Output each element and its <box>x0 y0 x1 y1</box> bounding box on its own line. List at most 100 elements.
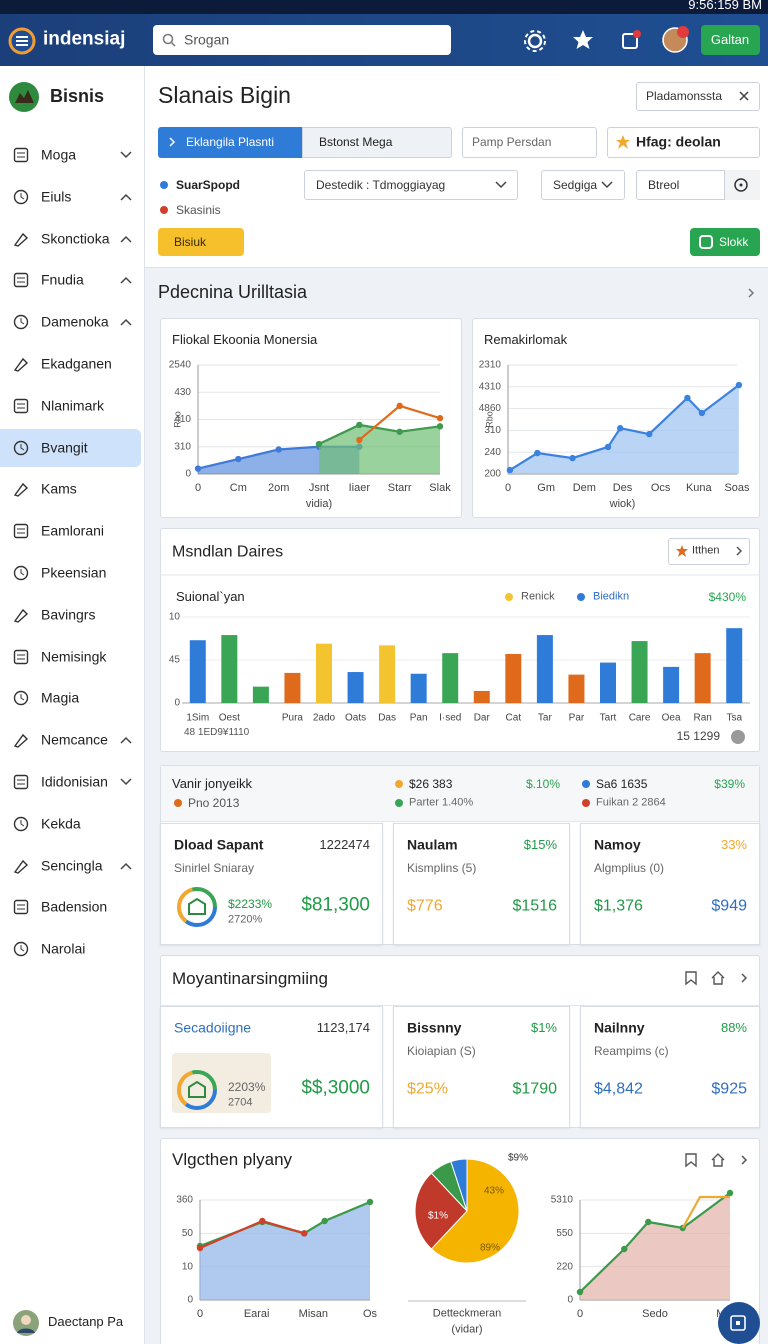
tab[interactable]: Bstonst Mega <box>319 134 393 149</box>
card-amount: $1790 <box>512 1080 558 1098</box>
sidebar <box>0 66 145 1344</box>
menu-item[interactable]: Nlanimark <box>41 397 105 414</box>
chevron <box>120 277 132 284</box>
menu-item[interactable]: Magia <box>41 689 80 706</box>
legend-dot <box>395 780 403 788</box>
menu-item[interactable]: Kams <box>41 480 77 497</box>
icon-part <box>120 778 132 786</box>
bar <box>694 653 711 703</box>
warn-button-label[interactable]: Bisiuk <box>174 234 207 249</box>
warn-button[interactable] <box>158 228 244 256</box>
icon-part <box>13 774 29 790</box>
brand-avatar <box>9 82 39 112</box>
ok-button-label[interactable]: Slokk <box>719 234 749 249</box>
dropdown-label: Destedik : Tdmoggiayag <box>316 177 446 192</box>
menu-item[interactable]: Fnudia <box>41 271 84 288</box>
card-rate: 2704 <box>228 1096 253 1109</box>
bookmark-icon <box>685 971 697 986</box>
home-icon <box>711 971 725 985</box>
y-tick-label: 0 <box>185 469 191 480</box>
icon-part <box>16 36 28 46</box>
x-tick-label: Misan <box>299 1308 328 1320</box>
menu-item[interactable]: Nemisingk <box>41 648 107 665</box>
card-figure: 1222474 <box>319 837 370 853</box>
icon-part <box>17 403 25 409</box>
text-input[interactable] <box>462 127 597 158</box>
active-item[interactable] <box>0 428 141 467</box>
icon-part <box>188 897 206 915</box>
menu-item[interactable]: Eiuls <box>41 188 72 205</box>
x-tick-label: Sedo <box>642 1308 668 1320</box>
menu-item[interactable]: Kekda <box>41 815 81 832</box>
menu-item[interactable]: Sencingla <box>41 857 103 874</box>
icon-part <box>177 1070 217 1110</box>
bar <box>442 653 459 703</box>
pie-slice <box>430 1158 520 1264</box>
menu-item[interactable]: Ididonisian <box>41 773 108 790</box>
menu-item[interactable]: Badension <box>41 898 108 915</box>
icon-part <box>21 1315 31 1325</box>
divider <box>161 1005 759 1006</box>
x-tick-label: 2ado <box>313 713 336 724</box>
menu-item[interactable]: Nemcance <box>41 731 108 748</box>
menu-item[interactable]: Eamlorani <box>41 522 105 539</box>
x-axis-label: wiok) <box>609 498 636 510</box>
y-tick-label: 220 <box>556 1261 573 1272</box>
bar <box>663 666 680 703</box>
x-tick-label: 0 <box>577 1308 583 1320</box>
tab[interactable] <box>302 127 452 158</box>
menu-icon <box>13 649 29 664</box>
card-button[interactable] <box>668 538 750 565</box>
x-tick-label: Oea <box>662 713 681 724</box>
point <box>275 446 282 453</box>
ok-button[interactable] <box>690 228 760 256</box>
icon-part <box>120 277 132 284</box>
tab-active[interactable] <box>158 127 302 158</box>
card-title: Naulam <box>407 836 458 853</box>
menu-icon <box>13 774 29 790</box>
icon-part <box>17 779 25 785</box>
card-amount: $925 <box>711 1080 747 1098</box>
y-tick-label: 200 <box>484 469 501 480</box>
icon-part <box>13 900 29 915</box>
y-tick-label: 10 <box>169 612 181 623</box>
menu-item[interactable]: Bavingrs <box>41 606 96 623</box>
icon-part <box>736 546 743 556</box>
menu-item[interactable]: Bvangit <box>41 439 88 456</box>
flag-button-label[interactable]: Hfag: deolan <box>636 133 721 150</box>
header-button-label[interactable]: Galtan <box>710 32 750 48</box>
card-figure: $1% <box>530 1020 557 1036</box>
menu-item[interactable]: Moga <box>41 146 77 163</box>
menu-item[interactable]: Narolai <box>41 940 86 957</box>
header-button[interactable] <box>701 25 760 55</box>
menu-item[interactable]: Ekadganen <box>41 355 112 372</box>
icon-part <box>748 288 755 298</box>
point <box>436 414 444 422</box>
chart-card <box>160 318 462 518</box>
search-box[interactable] <box>153 25 451 55</box>
card-figure: 88% <box>720 1020 747 1036</box>
menu-icon <box>13 608 29 623</box>
close-button-label[interactable]: Pladamonssta <box>646 88 723 103</box>
point <box>698 409 706 417</box>
x-tick-label: Pura <box>282 713 304 724</box>
point <box>356 436 363 444</box>
flag-button[interactable] <box>607 127 760 158</box>
icon-part <box>13 232 29 247</box>
legend-item: SuarSpopd <box>176 177 241 192</box>
card-button-label[interactable]: Itthen <box>692 544 720 557</box>
card-title: Bissnny <box>407 1019 462 1036</box>
chart-title: Fliokal Ekoonia Monersia <box>172 332 318 348</box>
tab[interactable]: Eklangila Plasnti <box>186 134 275 149</box>
select[interactable] <box>541 170 625 200</box>
menu-item[interactable]: Pkeensian <box>41 564 107 581</box>
close-button[interactable] <box>636 82 760 111</box>
info-icon[interactable] <box>731 730 745 744</box>
user-name: Daectanp Pa <box>48 1314 124 1330</box>
y-tick-label: 4860 <box>479 403 502 414</box>
menu-icon <box>13 357 29 372</box>
close-icon <box>739 91 749 101</box>
menu-item[interactable]: Damenoka <box>41 313 109 330</box>
menu-item[interactable]: Skonctioka <box>41 230 110 247</box>
dropdown[interactable] <box>304 170 518 200</box>
